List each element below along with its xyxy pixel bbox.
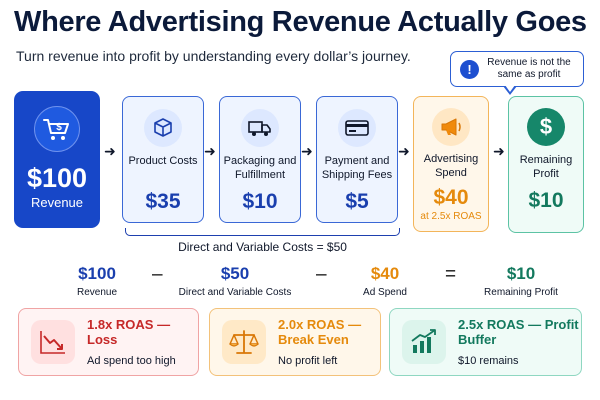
svg-text:$: $: [56, 122, 62, 133]
scenario-loss-title: 1.8x ROAS — Loss: [87, 317, 171, 347]
growth-chart-icon: [402, 320, 446, 364]
scenario-profit-buffer-detail: $10 remains: [458, 355, 519, 367]
product-costs-amount: $35: [145, 190, 181, 213]
scenario-loss-card: 1.8x ROAS — Loss Ad spend too high: [18, 308, 199, 376]
packaging-fulfillment-box: Packaging and Fulfillment $10: [219, 96, 301, 223]
callout-bubble: ! Revenue is not the same as profit: [450, 51, 584, 87]
equation-revenue-label: Revenue: [76, 287, 118, 298]
balance-scale-icon: [222, 320, 266, 364]
box-icon: [144, 109, 182, 147]
costs-bracket-label: Direct and Variable Costs = $50: [178, 240, 347, 254]
scenario-break-even-detail: No profit left: [278, 355, 338, 367]
page-subtitle: Turn revenue into profit by understandin…: [16, 48, 411, 64]
equation-minus: –: [316, 264, 327, 285]
remaining-profit-box: $ Remaining Profit $10: [508, 96, 584, 233]
equation-costs-amount: $50: [220, 264, 250, 283]
scenario-break-even-title: 2.0x ROAS — Break Even: [278, 317, 362, 347]
exclamation-icon: !: [460, 59, 479, 79]
scenario-loss-detail: Ad spend too high: [87, 355, 176, 367]
equation-costs-label: Direct and Variable Costs: [178, 287, 292, 298]
flow-arrow: ➜: [104, 143, 116, 159]
trend-down-icon: [31, 320, 75, 364]
callout-tail-inner: [505, 85, 515, 92]
flow-arrow: ➜: [493, 143, 505, 159]
costs-bracket: [125, 228, 400, 236]
product-costs-label: Product Costs: [128, 155, 198, 167]
flow-arrow: ➜: [398, 143, 410, 159]
remaining-profit-amount: $10: [528, 189, 564, 212]
advertising-roas-note: at 2.5x ROAS: [420, 211, 482, 222]
page-title: Where Advertising Revenue Actually Goes: [14, 6, 587, 38]
revenue-amount: $100: [26, 163, 88, 193]
scenario-profit-buffer-title: 2.5x ROAS — Profit Buffer: [458, 317, 579, 347]
equation-minus: –: [152, 264, 163, 285]
product-costs-box: Product Costs $35: [122, 96, 204, 223]
packaging-fulfillment-amount: $10: [242, 190, 278, 213]
advertising-spend-box: Advertising Spend $40 at 2.5x ROAS: [413, 96, 489, 232]
scenario-profit-buffer-card: 2.5x ROAS — Profit Buffer $10 remains: [389, 308, 582, 376]
equation-adspend-label: Ad Spend: [363, 287, 407, 298]
advertising-spend-amount: $40: [433, 186, 469, 209]
equation-equals: =: [445, 264, 457, 285]
shopping-cart-dollar-icon: $: [34, 106, 80, 152]
advertising-spend-label: Advertising Spend: [423, 153, 479, 179]
payment-shipping-label: Payment and Shipping Fees: [321, 155, 393, 181]
equation-profit-label: Remaining Profit: [484, 287, 558, 298]
dollar-coin-icon: $: [527, 108, 565, 146]
revenue-label: Revenue: [30, 195, 84, 210]
remaining-profit-label: Remaining Profit: [519, 154, 573, 180]
scenario-break-even-card: 2.0x ROAS — Break Even No profit left: [209, 308, 381, 376]
packaging-fulfillment-label: Packaging and Fulfillment: [223, 155, 297, 181]
equation-profit-amount: $10: [506, 264, 536, 283]
payment-shipping-box: Payment and Shipping Fees $5: [316, 96, 398, 223]
callout-text: Revenue is not the same as profit: [487, 57, 571, 80]
flow-arrow: ➜: [301, 143, 313, 159]
payment-shipping-amount: $5: [345, 190, 369, 213]
credit-card-icon: [338, 109, 376, 147]
megaphone-icon: [432, 108, 470, 146]
truck-icon: [241, 109, 279, 147]
equation-adspend-amount: $40: [370, 264, 400, 283]
revenue-box: $ $100 Revenue: [14, 91, 100, 228]
flow-arrow: ➜: [204, 143, 216, 159]
equation-revenue-amount: $100: [78, 264, 116, 283]
